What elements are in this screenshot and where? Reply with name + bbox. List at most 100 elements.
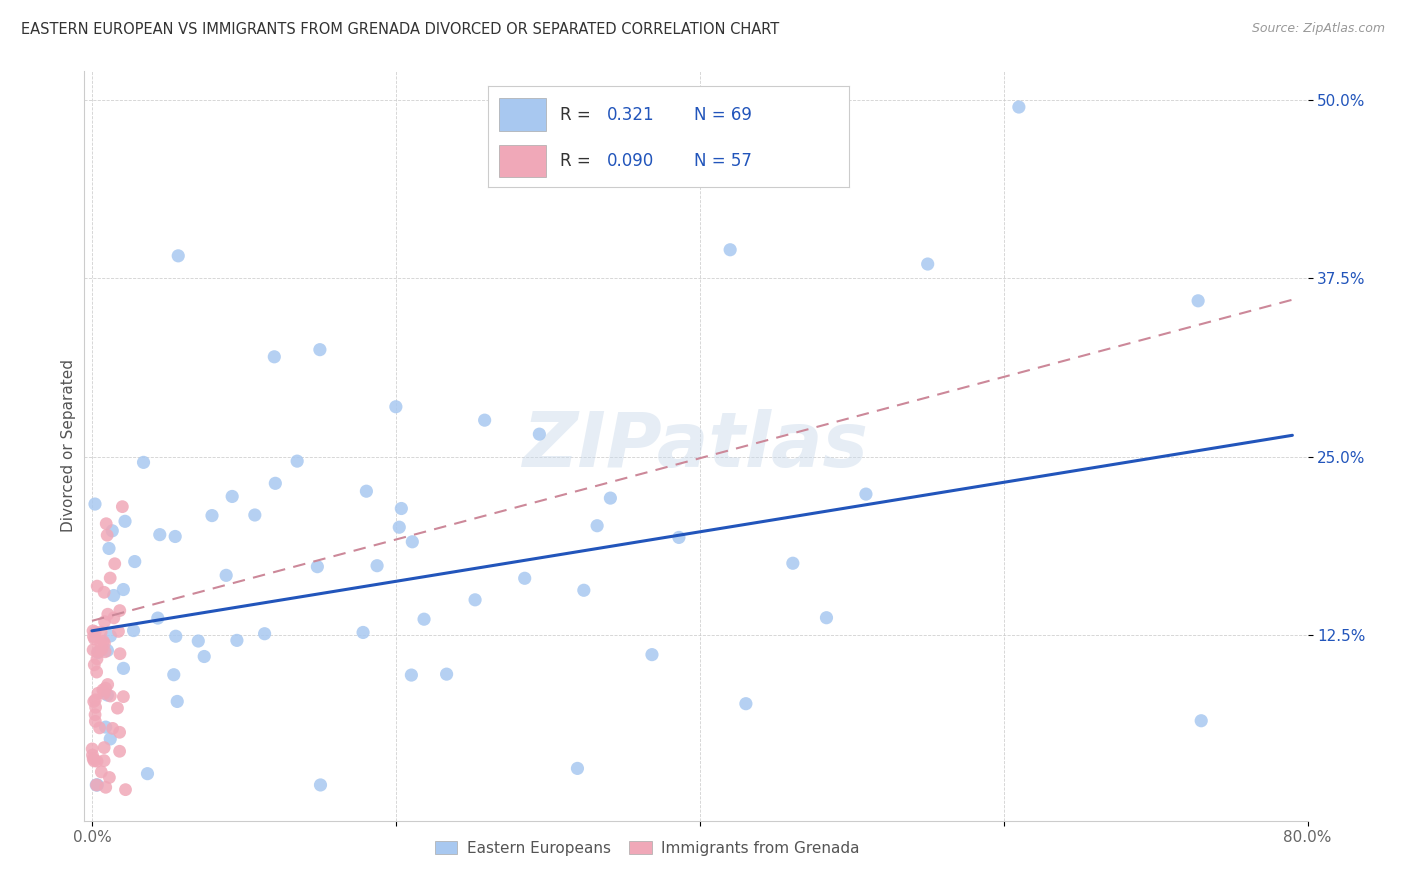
Point xyxy=(436,667,458,681)
Point xyxy=(641,648,664,662)
Point xyxy=(474,413,496,427)
Point xyxy=(98,689,121,703)
Point xyxy=(165,629,187,643)
Point xyxy=(96,528,118,542)
Point xyxy=(401,534,423,549)
Point xyxy=(307,559,329,574)
Point xyxy=(114,514,136,528)
Text: ZIPatlas: ZIPatlas xyxy=(523,409,869,483)
Point xyxy=(82,630,104,644)
Point xyxy=(83,694,105,708)
Point xyxy=(93,740,115,755)
Point xyxy=(108,744,131,758)
Point xyxy=(513,571,536,585)
Point xyxy=(1008,100,1031,114)
Point xyxy=(87,686,110,700)
Point xyxy=(97,607,120,622)
Point xyxy=(84,778,107,792)
Point xyxy=(82,742,104,756)
Point xyxy=(464,592,486,607)
Point xyxy=(84,497,107,511)
Point xyxy=(96,516,118,531)
Point xyxy=(90,625,112,640)
Point xyxy=(149,527,172,541)
Point xyxy=(83,754,105,768)
Point xyxy=(86,754,108,768)
Point xyxy=(96,688,118,702)
Point xyxy=(96,643,118,657)
Point xyxy=(114,782,136,797)
Point xyxy=(718,243,741,257)
Point xyxy=(86,652,108,666)
Point xyxy=(782,556,804,570)
Text: Source: ZipAtlas.com: Source: ZipAtlas.com xyxy=(1251,22,1385,36)
Point xyxy=(93,686,115,700)
Point xyxy=(98,571,121,585)
Point xyxy=(187,634,209,648)
Point xyxy=(735,697,758,711)
Point xyxy=(815,611,838,625)
Point xyxy=(112,690,135,704)
Point xyxy=(112,661,135,675)
Point xyxy=(108,647,131,661)
Point xyxy=(243,508,266,522)
Point xyxy=(163,667,186,681)
Point xyxy=(103,611,125,625)
Point xyxy=(84,700,107,714)
Point xyxy=(98,541,121,556)
Point xyxy=(83,657,105,672)
Point xyxy=(101,722,124,736)
Point xyxy=(146,611,169,625)
Point xyxy=(86,665,108,679)
Point xyxy=(124,555,146,569)
Point xyxy=(108,603,131,617)
Point xyxy=(87,646,110,660)
Point xyxy=(91,634,114,648)
Point xyxy=(93,615,115,629)
Point xyxy=(586,518,609,533)
Point xyxy=(94,720,117,734)
Point xyxy=(93,585,115,599)
Point xyxy=(93,754,115,768)
Point xyxy=(165,529,187,543)
Point xyxy=(98,731,121,746)
Point xyxy=(309,778,332,792)
Point xyxy=(90,636,112,650)
Point xyxy=(84,624,107,639)
Legend: Eastern Europeans, Immigrants from Grenada: Eastern Europeans, Immigrants from Grena… xyxy=(429,834,866,862)
Point xyxy=(136,766,159,780)
Point xyxy=(389,501,412,516)
Point xyxy=(89,721,111,735)
Point xyxy=(366,558,388,573)
Point xyxy=(86,579,108,593)
Point xyxy=(97,677,120,691)
Point xyxy=(82,752,104,766)
Point xyxy=(567,761,589,775)
Point xyxy=(93,636,115,650)
Point xyxy=(84,693,107,707)
Point xyxy=(112,582,135,597)
Point xyxy=(352,625,374,640)
Point xyxy=(356,484,378,499)
Point xyxy=(193,649,215,664)
Point xyxy=(668,531,690,545)
Point xyxy=(132,455,155,469)
Point xyxy=(101,524,124,538)
Point xyxy=(385,400,408,414)
Point xyxy=(108,725,131,739)
Point xyxy=(98,771,121,785)
Point xyxy=(107,701,129,715)
Point xyxy=(94,681,117,695)
Point xyxy=(90,642,112,657)
Point xyxy=(253,626,276,640)
Point xyxy=(111,500,134,514)
Y-axis label: Divorced or Separated: Divorced or Separated xyxy=(60,359,76,533)
Point xyxy=(122,624,145,638)
Point xyxy=(83,632,105,646)
Point xyxy=(388,520,411,534)
Point xyxy=(84,707,107,722)
Point xyxy=(572,583,595,598)
Point xyxy=(1189,714,1212,728)
Point xyxy=(103,589,125,603)
Point xyxy=(1187,293,1209,308)
